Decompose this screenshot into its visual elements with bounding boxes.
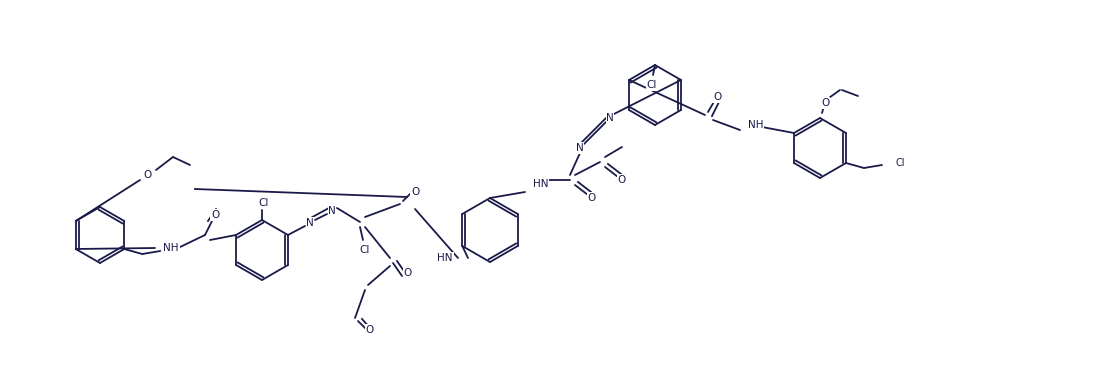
Text: O: O bbox=[411, 187, 419, 197]
Text: O: O bbox=[713, 92, 721, 102]
Text: N: N bbox=[306, 218, 314, 228]
Text: Cl: Cl bbox=[170, 244, 180, 254]
Text: O: O bbox=[404, 268, 412, 278]
Text: HN: HN bbox=[438, 253, 453, 263]
Text: O: O bbox=[211, 210, 219, 220]
Text: N: N bbox=[576, 143, 584, 153]
Text: O: O bbox=[821, 98, 829, 108]
Text: O: O bbox=[144, 170, 152, 180]
Text: HN: HN bbox=[533, 179, 548, 189]
Text: N: N bbox=[328, 206, 336, 216]
Text: O: O bbox=[588, 193, 596, 203]
Text: O: O bbox=[366, 325, 374, 335]
Text: Cl: Cl bbox=[259, 198, 269, 208]
Text: Cl: Cl bbox=[647, 80, 657, 90]
Text: NH: NH bbox=[163, 243, 179, 253]
Text: NH: NH bbox=[748, 120, 764, 130]
Text: Cl: Cl bbox=[360, 245, 370, 255]
Text: N: N bbox=[607, 113, 614, 123]
Text: O: O bbox=[618, 175, 626, 185]
Text: Cl: Cl bbox=[896, 158, 905, 168]
